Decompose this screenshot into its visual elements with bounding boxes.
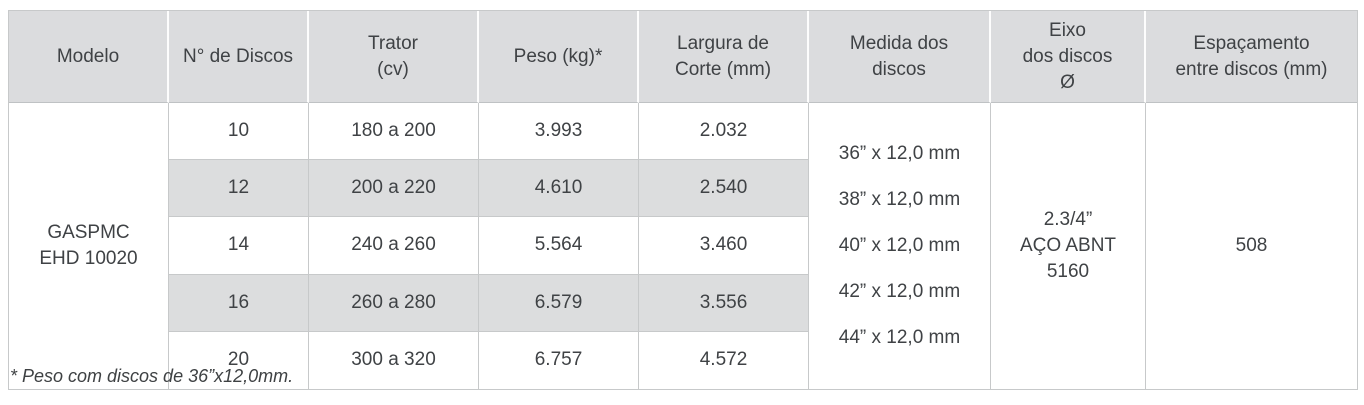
header-row: Modelo N° de Discos Trator (cv) Peso (kg… xyxy=(9,11,1357,103)
header-modelo: Modelo xyxy=(9,11,169,103)
cell-trator: 260 a 280 xyxy=(309,274,479,332)
cell-discos: 12 xyxy=(169,160,309,218)
cell-discos: 14 xyxy=(169,217,309,275)
cell-discos: 10 xyxy=(169,103,309,161)
cell-trator: 180 a 200 xyxy=(309,103,479,161)
cell-discos: 20 xyxy=(169,331,309,389)
table-row: 14 240 a 260 5.564 3.460 xyxy=(9,217,1357,275)
cell-model-name: GASPMC EHD 10020 xyxy=(9,103,169,389)
cell-trator: 300 a 320 xyxy=(309,331,479,389)
table-row: 12 200 a 220 4.610 2.540 xyxy=(9,160,1357,218)
header-trator-cv: Trator (cv) xyxy=(309,11,479,103)
cell-discos: 16 xyxy=(169,274,309,332)
cell-peso: 6.757 xyxy=(479,331,639,389)
header-largura-corte: Largura de Corte (mm) xyxy=(639,11,809,103)
cell-peso: 4.610 xyxy=(479,160,639,218)
header-espacamento-discos: Espaçamento entre discos (mm) xyxy=(1146,11,1357,103)
cell-disc-sizes: 36” x 12,0 mm 38” x 12,0 mm 40” x 12,0 m… xyxy=(809,103,991,389)
cell-largura: 4.572 xyxy=(639,331,809,389)
header-peso-kg: Peso (kg)* xyxy=(479,11,639,103)
cell-trator: 240 a 260 xyxy=(309,217,479,275)
cell-axle-spec: 2.3/4” AÇO ABNT 5160 xyxy=(991,103,1146,389)
cell-peso: 5.564 xyxy=(479,217,639,275)
cell-largura: 2.032 xyxy=(639,103,809,161)
header-num-discos: N° de Discos xyxy=(169,11,309,103)
disc-harrow-spec-table: Modelo N° de Discos Trator (cv) Peso (kg… xyxy=(8,10,1358,390)
disc-size-item: 38” x 12,0 mm xyxy=(838,189,961,210)
table-row: GASPMC EHD 10020 10 180 a 200 3.993 2.03… xyxy=(9,103,1357,389)
cell-peso: 6.579 xyxy=(479,274,639,332)
table-row: 16 260 a 280 6.579 3.556 xyxy=(9,274,1357,332)
disc-size-item: 40” x 12,0 mm xyxy=(838,235,961,256)
cell-largura: 3.460 xyxy=(639,217,809,275)
cell-peso: 3.993 xyxy=(479,103,639,161)
cell-spacing: 508 xyxy=(1146,103,1357,389)
header-eixo-discos: Eixo dos discos Ø xyxy=(991,11,1146,103)
cell-largura: 2.540 xyxy=(639,160,809,218)
cell-trator: 200 a 220 xyxy=(309,160,479,218)
table-row: 20 300 a 320 6.757 4.572 xyxy=(9,331,1357,389)
weight-footnote: * Peso com discos de 36”x12,0mm. xyxy=(10,366,294,386)
disc-size-item: 42” x 12,0 mm xyxy=(838,281,961,302)
cell-largura: 3.556 xyxy=(639,274,809,332)
disc-size-list: 36” x 12,0 mm 38” x 12,0 mm 40” x 12,0 m… xyxy=(815,131,984,361)
disc-size-item: 44” x 12,0 mm xyxy=(838,327,961,348)
header-medida-discos: Medida dos discos xyxy=(809,11,991,103)
disc-size-item: 36” x 12,0 mm xyxy=(838,143,961,164)
